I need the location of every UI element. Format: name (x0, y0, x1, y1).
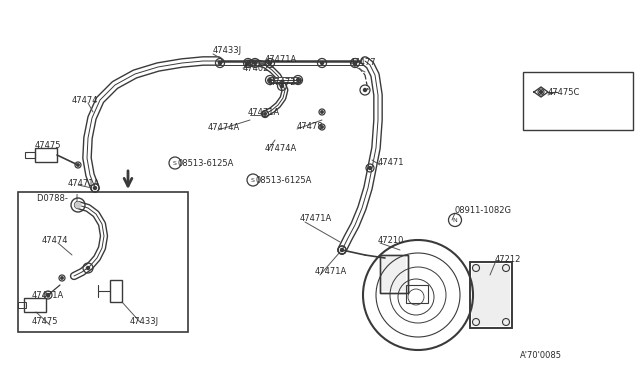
Bar (24, 298, 46, 312)
Text: 47472: 47472 (270, 77, 296, 87)
Bar (35, 148, 57, 162)
Text: 47212: 47212 (495, 256, 522, 264)
Text: 08513-6125A: 08513-6125A (178, 158, 234, 167)
Text: N: N (452, 218, 458, 222)
Text: 47474: 47474 (42, 235, 68, 244)
Bar (523, 72, 633, 130)
Bar (380, 255, 408, 293)
Circle shape (540, 90, 543, 93)
Circle shape (321, 111, 323, 113)
Text: 47471: 47471 (378, 157, 404, 167)
Circle shape (269, 78, 271, 81)
Text: S: S (251, 177, 255, 183)
Text: 47475C: 47475C (548, 87, 580, 96)
Text: D0788-   J: D0788- J (37, 193, 78, 202)
Bar (18, 302, 26, 308)
Text: A'70'0085: A'70'0085 (520, 350, 562, 359)
Bar (406, 285, 428, 303)
Circle shape (218, 61, 221, 64)
Text: 47471A: 47471A (315, 267, 348, 276)
Bar (470, 262, 512, 328)
Bar (380, 255, 408, 293)
Text: 47402: 47402 (243, 64, 269, 73)
Circle shape (61, 277, 63, 279)
Circle shape (280, 84, 284, 87)
Circle shape (86, 266, 90, 269)
Circle shape (369, 167, 371, 170)
Circle shape (47, 294, 49, 296)
Circle shape (321, 61, 323, 64)
Bar (25, 152, 35, 158)
Bar (110, 280, 122, 302)
Text: 47475: 47475 (35, 141, 61, 150)
Text: 08513-6125A: 08513-6125A (255, 176, 312, 185)
Text: 47471A: 47471A (300, 214, 332, 222)
Text: 47471A: 47471A (265, 55, 297, 64)
Text: 47433J: 47433J (130, 317, 159, 327)
Text: 47475: 47475 (32, 317, 58, 327)
Circle shape (340, 248, 344, 251)
Text: 47433J: 47433J (213, 45, 242, 55)
Text: S: S (173, 160, 177, 166)
Text: 47474A: 47474A (265, 144, 297, 153)
Circle shape (269, 61, 271, 64)
Circle shape (340, 249, 343, 251)
Circle shape (364, 89, 367, 92)
Text: 47471A: 47471A (32, 291, 64, 299)
Circle shape (74, 202, 81, 208)
Text: 47471A: 47471A (248, 108, 280, 116)
Text: 08911-1082G: 08911-1082G (455, 205, 512, 215)
Bar (382, 257, 406, 291)
Circle shape (253, 61, 257, 64)
Bar (470, 262, 512, 328)
Text: 47478: 47478 (297, 122, 324, 131)
Text: 47477: 47477 (350, 58, 376, 67)
Text: 47471A: 47471A (68, 179, 100, 187)
Text: 47474: 47474 (72, 96, 99, 105)
Circle shape (296, 78, 300, 81)
Circle shape (321, 126, 323, 128)
Bar (472, 264, 510, 326)
Bar (18, 192, 188, 332)
Circle shape (77, 164, 79, 166)
Circle shape (264, 113, 266, 115)
Circle shape (353, 61, 356, 64)
Text: 47210: 47210 (378, 235, 404, 244)
Text: 47474A: 47474A (208, 122, 240, 131)
Circle shape (246, 61, 250, 64)
Circle shape (93, 186, 97, 189)
